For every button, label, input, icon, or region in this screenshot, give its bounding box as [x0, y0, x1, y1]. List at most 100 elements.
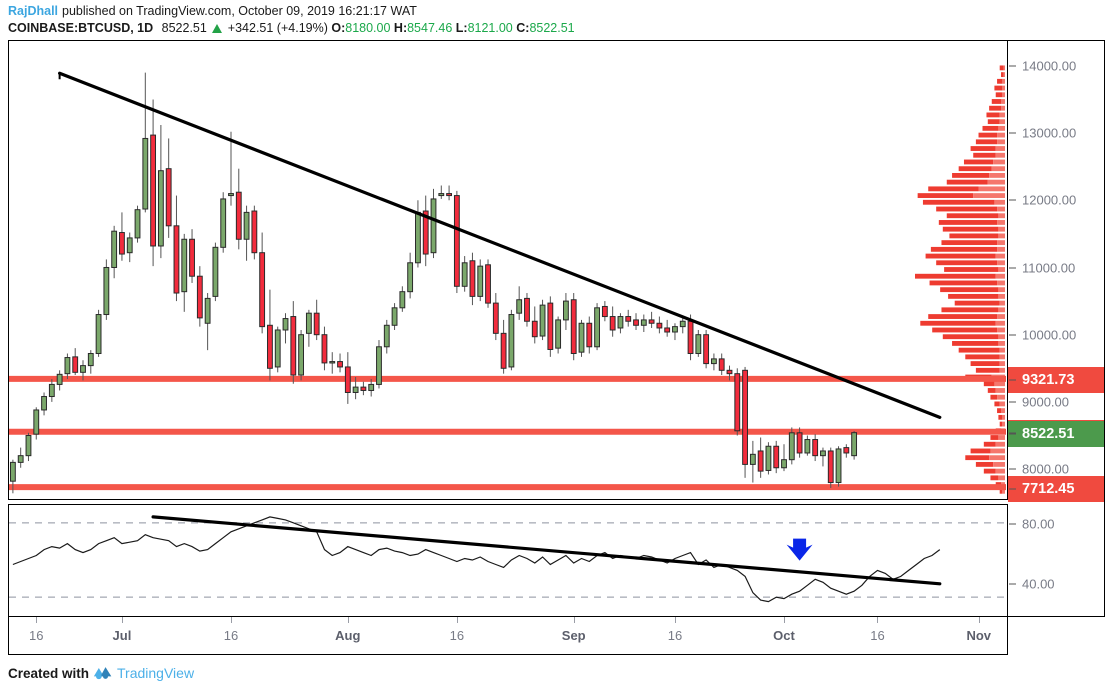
candle-body[interactable]	[656, 322, 663, 329]
candle-body[interactable]	[103, 266, 110, 316]
candle-body[interactable]	[625, 316, 632, 322]
candle-body[interactable]	[664, 327, 671, 333]
chart-container[interactable]: 16 Jul 16 Aug 16 Sep 16 Oct 16 Nov 14000.00 13000.…	[8, 40, 1105, 655]
candle-body[interactable]	[235, 191, 242, 240]
candle-body[interactable]	[399, 291, 406, 309]
price-scale[interactable]: 14000.00 13000.00 12000.00 11000.00 10000.00…	[1008, 40, 1105, 617]
candle-body[interactable]	[742, 369, 748, 465]
candle-body[interactable]	[843, 447, 850, 454]
candle-body[interactable]	[820, 450, 826, 457]
candle-body[interactable]	[469, 260, 476, 297]
candle-body[interactable]	[804, 439, 811, 454]
candle-body[interactable]	[196, 275, 203, 319]
candle-body[interactable]	[344, 366, 351, 393]
blue-down-arrow-icon[interactable]	[786, 538, 813, 561]
rsi-descending-trendline[interactable]	[151, 515, 942, 586]
candle-body[interactable]	[64, 357, 71, 375]
candle-body[interactable]	[835, 448, 842, 484]
candle-body[interactable]	[228, 193, 234, 197]
candle-body[interactable]	[321, 334, 328, 364]
candle-body[interactable]	[773, 445, 780, 469]
candle-body[interactable]	[586, 322, 593, 348]
candle-body[interactable]	[765, 445, 772, 471]
symbol-label[interactable]: COINBASE:BTCUSD, 1D	[8, 21, 154, 35]
candle-body[interactable]	[274, 329, 281, 368]
candle-body[interactable]	[87, 353, 94, 367]
price-pane[interactable]	[8, 40, 1008, 500]
descending-trendline[interactable]	[58, 71, 942, 419]
candle-body[interactable]	[181, 238, 188, 293]
rsi-line[interactable]	[12, 516, 941, 603]
candle-body[interactable]	[9, 461, 16, 482]
price-level-badge[interactable]: 9321.73	[1008, 367, 1104, 394]
candle-body[interactable]	[212, 246, 219, 297]
candle-body[interactable]	[788, 432, 795, 461]
price-level-badge[interactable]: 7712.45	[1008, 475, 1104, 502]
candle-body[interactable]	[391, 307, 398, 326]
candle-body[interactable]	[220, 198, 227, 248]
candle-body[interactable]	[446, 193, 452, 197]
candle-body[interactable]	[672, 326, 678, 333]
candle-body[interactable]	[48, 383, 55, 398]
candle-body[interactable]	[95, 314, 102, 355]
candle-body[interactable]	[407, 262, 414, 293]
candle-body[interactable]	[539, 304, 546, 337]
candle-body[interactable]	[56, 373, 63, 385]
candle-body[interactable]	[313, 312, 320, 336]
candle-body[interactable]	[119, 232, 125, 255]
candle-body[interactable]	[72, 356, 79, 373]
candle-body[interactable]	[41, 396, 47, 411]
candle-body[interactable]	[25, 434, 32, 457]
candle-body[interactable]	[383, 324, 390, 348]
candle-body[interactable]	[126, 237, 133, 254]
candle-body[interactable]	[827, 450, 834, 484]
candle-body[interactable]	[516, 299, 523, 314]
candle-body[interactable]	[617, 316, 624, 329]
candle-body[interactable]	[531, 320, 538, 338]
candle-body[interactable]	[547, 302, 554, 350]
candle-body[interactable]	[142, 137, 149, 210]
candle-body[interactable]	[633, 319, 639, 326]
candle-body[interactable]	[352, 386, 359, 393]
candle-body[interactable]	[430, 198, 437, 254]
candle-body[interactable]	[267, 324, 273, 369]
last-price-badge[interactable]: 8522.51	[1008, 421, 1104, 448]
candle-body[interactable]	[508, 314, 515, 368]
rsi-pane[interactable]	[8, 504, 1008, 617]
candle-body[interactable]	[243, 211, 250, 240]
candle-body[interactable]	[781, 459, 787, 469]
candle-body[interactable]	[477, 265, 484, 297]
candle-body[interactable]	[189, 238, 195, 277]
candle-body[interactable]	[563, 300, 569, 321]
candle-body[interactable]	[376, 346, 382, 385]
candle-body[interactable]	[500, 332, 507, 369]
candle-body[interactable]	[368, 383, 375, 391]
candle-body[interactable]	[259, 252, 266, 328]
candle-body[interactable]	[337, 361, 343, 368]
candle-body[interactable]	[290, 316, 297, 376]
candle-body[interactable]	[555, 319, 562, 349]
candle-body[interactable]	[461, 262, 468, 287]
candle-body[interactable]	[173, 225, 180, 294]
candle-body[interactable]	[157, 170, 164, 247]
candle-body[interactable]	[360, 386, 367, 391]
candle-body[interactable]	[687, 320, 694, 355]
candle-body[interactable]	[524, 297, 530, 322]
candle-body[interactable]	[594, 307, 600, 348]
candle-body[interactable]	[415, 211, 421, 264]
candle-body[interactable]	[648, 319, 655, 324]
candle-body[interactable]	[726, 369, 733, 375]
candle-body[interactable]	[80, 365, 86, 373]
candle-body[interactable]	[305, 312, 312, 334]
candle-body[interactable]	[485, 264, 491, 304]
candle-body[interactable]	[134, 209, 141, 239]
time-axis[interactable]: 16 Jul 16 Aug 16 Sep 16 Oct 16 Nov	[8, 617, 1008, 655]
candle-body[interactable]	[298, 334, 305, 376]
candle-body[interactable]	[492, 302, 499, 334]
candle-body[interactable]	[570, 299, 577, 355]
candle-body[interactable]	[695, 334, 702, 355]
candle-body[interactable]	[757, 450, 764, 472]
candle-body[interactable]	[150, 134, 157, 247]
candle-body[interactable]	[734, 373, 741, 432]
candle-body[interactable]	[749, 453, 756, 465]
